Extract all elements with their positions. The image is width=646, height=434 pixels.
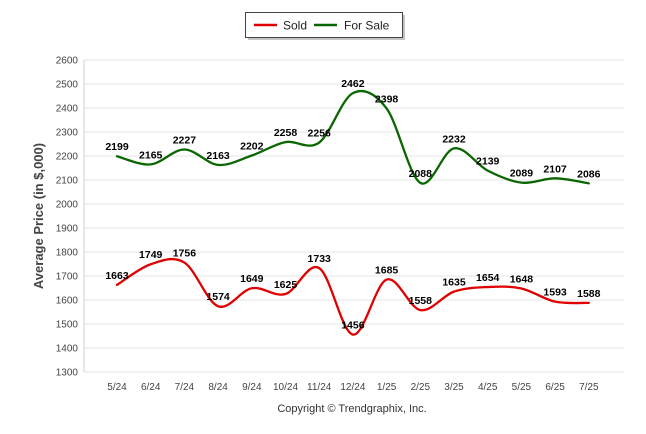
- y-tick-label: 2400: [56, 104, 79, 115]
- x-tick-label: 5/24: [107, 382, 127, 393]
- x-tick-label: 12/24: [340, 382, 365, 393]
- for-sale-data-label: 2199: [105, 141, 129, 153]
- y-tick-label: 1400: [56, 344, 79, 355]
- x-tick-label: 11/24: [307, 382, 332, 393]
- sold-data-label: 1733: [308, 253, 332, 265]
- y-tick-label: 2000: [56, 200, 79, 211]
- y-tick-label: 2500: [56, 80, 79, 91]
- for-sale-series-line: [115, 89, 590, 185]
- x-axis-ticks: 5/24 6/24 7/24 8/24 9/24 10/24 11/24 12/24 1/25 2…: [107, 382, 599, 393]
- y-axis-ticks: 1300 1400 1500 1600 1700 1800 1900 2000 2100 2200…: [56, 56, 79, 379]
- legend: Sold For Sale: [245, 12, 405, 40]
- sold-data-label: 1749: [139, 249, 163, 261]
- for-sale-data-label: 2086: [577, 168, 601, 180]
- data-labels: 1663 1749 1756 1574 1649 1625 1733 1456 1685 1558…: [105, 78, 600, 331]
- y-tick-label: 1900: [56, 224, 79, 235]
- y-tick-label: 1600: [56, 296, 79, 307]
- sold-data-label: 1649: [240, 273, 264, 285]
- for-sale-data-label: 2398: [375, 93, 399, 105]
- for-sale-data-label: 2163: [206, 150, 230, 162]
- for-sale-data-label: 2232: [442, 133, 466, 145]
- y-tick-label: 2200: [56, 152, 79, 163]
- for-sale-data-label: 2165: [139, 149, 163, 161]
- sold-legend-label: Sold: [283, 19, 307, 33]
- x-tick-label: 7/25: [579, 382, 599, 393]
- y-tick-label: 2100: [56, 176, 79, 187]
- x-tick-label: 5/25: [512, 382, 532, 393]
- x-tick-label: 10/24: [273, 382, 298, 393]
- sold-data-label: 1654: [476, 272, 500, 284]
- y-tick-label: 1700: [56, 272, 79, 283]
- sold-data-label: 1625: [274, 279, 298, 291]
- y-tick-label: 1300: [56, 368, 79, 379]
- sold-data-label: 1588: [577, 288, 601, 300]
- x-tick-label: 4/25: [478, 382, 498, 393]
- for-sale-data-label: 2202: [240, 141, 264, 153]
- x-tick-label: 9/24: [242, 382, 262, 393]
- for-sale-data-label: 2139: [476, 156, 500, 168]
- y-tick-label: 2300: [56, 128, 79, 139]
- sold-data-label: 1574: [206, 291, 230, 303]
- y-tick-label: 1500: [56, 320, 79, 331]
- x-tick-label: 7/24: [175, 382, 195, 393]
- for-sale-legend-label: For Sale: [344, 19, 390, 33]
- for-sale-data-label: 2256: [308, 128, 332, 140]
- y-tick-label: 2600: [56, 56, 79, 67]
- for-sale-data-label: 2089: [510, 168, 534, 180]
- x-tick-label: 8/24: [208, 382, 228, 393]
- sold-series-line: [115, 257, 590, 336]
- sold-data-label: 1456: [341, 320, 365, 332]
- sold-data-label: 1648: [510, 273, 534, 285]
- x-tick-label: 6/25: [545, 382, 565, 393]
- copyright-text: Copyright © Trendgraphix, Inc.: [277, 403, 426, 415]
- for-sale-data-label: 2088: [409, 168, 433, 180]
- sold-data-label: 1756: [173, 248, 197, 260]
- x-tick-label: 1/25: [377, 382, 397, 393]
- for-sale-data-label: 2258: [274, 127, 298, 139]
- y-axis-label: Average Price (in $,000): [31, 143, 46, 289]
- x-tick-label: 2/25: [411, 382, 431, 393]
- for-sale-data-label: 2462: [341, 78, 365, 90]
- grid-lines: [83, 59, 624, 373]
- sold-data-label: 1635: [442, 277, 466, 289]
- for-sale-data-label: 2227: [173, 135, 197, 147]
- series-layer: [115, 89, 590, 336]
- x-tick-label: 3/25: [444, 382, 464, 393]
- sold-data-label: 1685: [375, 265, 399, 277]
- sold-data-label: 1593: [543, 287, 567, 299]
- y-tick-label: 1800: [56, 248, 79, 259]
- for-sale-data-label: 2107: [543, 163, 567, 175]
- sold-data-label: 1663: [105, 270, 129, 282]
- x-tick-label: 6/24: [141, 382, 161, 393]
- sold-data-label: 1558: [409, 295, 433, 307]
